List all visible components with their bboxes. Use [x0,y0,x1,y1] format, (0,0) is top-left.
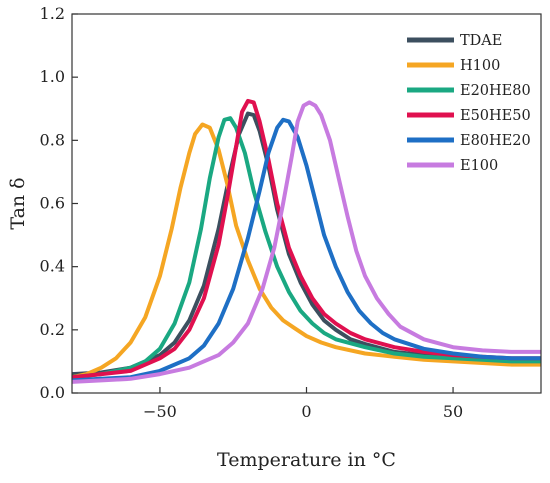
y-tick-label: 0.0 [40,383,65,402]
legend-label-e50he50: E50HE50 [460,108,531,124]
legend-label-h100: H100 [460,58,500,74]
y-tick-label: 1.0 [40,67,65,86]
x-tick-label: 0 [301,402,311,421]
y-tick-label: 0.8 [40,130,65,149]
series-layer [72,98,541,384]
legend-label-tdae: TDAE [460,33,502,49]
y-tick-label: 0.2 [40,320,65,339]
y-tick-label: 0.4 [40,257,65,276]
x-tick-label: −50 [143,402,177,421]
y-tick-label: 1.2 [40,4,65,23]
x-tick-label: 50 [443,402,463,421]
y-axis-title: Tan δ [7,177,29,229]
series-line-e20he80 [72,116,541,380]
series-line-e100 [72,100,541,384]
x-axis-title: Temperature in °C [217,449,396,471]
legend-label-e100: E100 [460,158,498,174]
series-line-h100 [72,122,541,380]
legend-label-e20he80: E20HE80 [460,83,531,99]
ticks-layer: −50 0 50 0.0 0.2 0.4 0.6 0.8 1.0 1.2 [40,4,464,421]
legend-label-e80he20: E80HE20 [460,133,531,149]
y-tick-label: 0.6 [40,194,65,213]
legend: TDAE H100 E20HE80 E50HE50 E80HE20 E100 [407,33,531,174]
series-line-e80he20 [72,117,541,383]
